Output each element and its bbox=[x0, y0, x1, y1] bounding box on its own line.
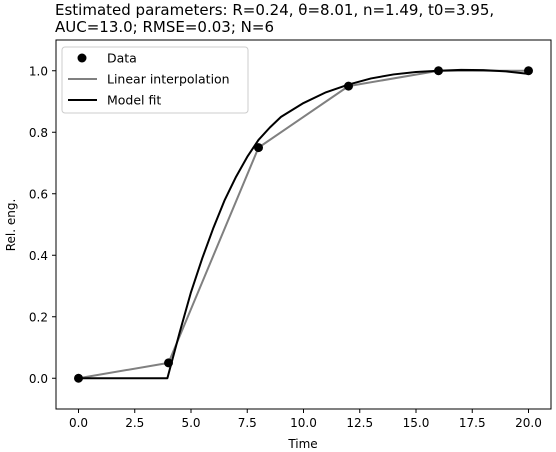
series-line-linear-interpolation bbox=[78, 69, 529, 380]
chart-title-line-2: AUC=13.0; RMSE=0.03; N=6 bbox=[55, 18, 274, 36]
legend-label-model-fit: Model fit bbox=[107, 93, 161, 108]
data-point bbox=[164, 358, 173, 368]
x-axis-label: Time bbox=[287, 437, 317, 451]
legend-label-data: Data bbox=[107, 51, 137, 66]
y-axis-label: Rel. eng. bbox=[4, 199, 18, 252]
legend-box bbox=[61, 46, 249, 114]
x-tick-label: 12.5 bbox=[346, 416, 373, 430]
y-axis: 0.0 0.2 0.4 0.6 0.8 1.0 bbox=[29, 64, 56, 386]
y-tick-label: 1.0 bbox=[29, 64, 48, 78]
data-point bbox=[434, 66, 443, 76]
x-tick-label: 7.5 bbox=[238, 416, 257, 430]
legend-marker-data bbox=[77, 53, 87, 63]
legend: Data Linear interpolation Model fit bbox=[61, 46, 249, 114]
data-point bbox=[74, 373, 83, 383]
series-line-model-fit bbox=[78, 68, 529, 380]
x-tick-label: 15.0 bbox=[403, 416, 430, 430]
x-tick-label: 0.0 bbox=[69, 416, 88, 430]
legend-label-linear-interpolation: Linear interpolation bbox=[107, 72, 230, 87]
data-point bbox=[254, 143, 263, 153]
plot-area bbox=[74, 66, 533, 383]
x-tick-label: 10.0 bbox=[290, 416, 317, 430]
x-tick-label: 17.5 bbox=[459, 416, 486, 430]
y-tick-label: 0.4 bbox=[29, 249, 48, 263]
y-tick-label: 0.8 bbox=[29, 126, 48, 140]
x-tick-label: 20.0 bbox=[515, 416, 542, 430]
y-tick-label: 0.0 bbox=[29, 372, 48, 386]
chart-title-line-1: Estimated parameters: R=0.24, θ=8.01, n=… bbox=[55, 1, 494, 19]
x-tick-label: 2.5 bbox=[125, 416, 144, 430]
x-tick-label: 5.0 bbox=[181, 416, 200, 430]
data-point bbox=[524, 66, 533, 76]
y-tick-label: 0.6 bbox=[29, 187, 48, 201]
data-point bbox=[344, 81, 353, 91]
y-tick-label: 0.2 bbox=[29, 310, 48, 324]
x-axis: 0.0 2.5 5.0 7.5 10.0 12.5 15.0 17.5 20.0 bbox=[69, 409, 542, 430]
